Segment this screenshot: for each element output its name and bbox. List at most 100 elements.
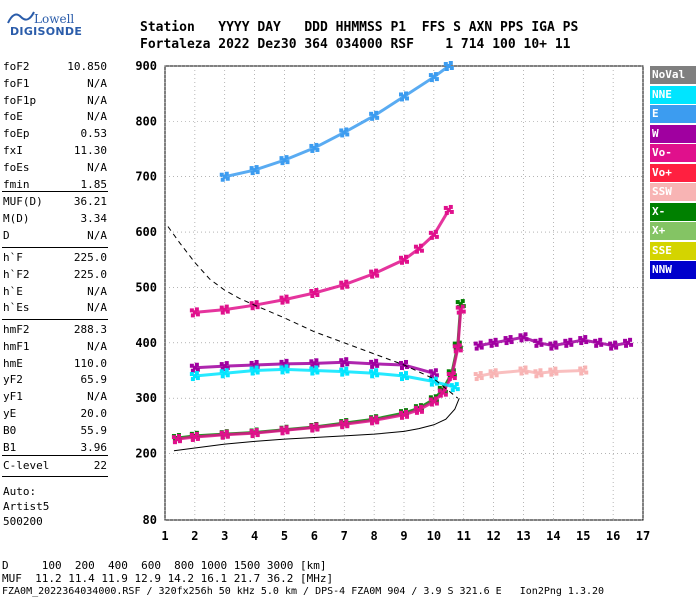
data-point bbox=[374, 268, 379, 273]
data-point bbox=[254, 428, 259, 433]
logo-digisonde-text: DIGISONDE bbox=[10, 25, 83, 38]
param-row-foes: foEs N/A bbox=[3, 161, 107, 177]
profile-dashed-line bbox=[167, 226, 459, 399]
data-point bbox=[504, 341, 509, 346]
data-point bbox=[583, 335, 588, 340]
data-point bbox=[375, 420, 380, 425]
param-name: foF1p bbox=[3, 93, 37, 107]
series-trace bbox=[224, 64, 450, 179]
data-point bbox=[310, 371, 315, 376]
data-point bbox=[375, 115, 380, 120]
data-point bbox=[344, 127, 349, 132]
data-point bbox=[171, 435, 176, 440]
data-point bbox=[375, 373, 380, 378]
data-point bbox=[314, 365, 319, 370]
data-point bbox=[315, 147, 320, 152]
param-row-clevel: C-level 22 bbox=[3, 459, 107, 475]
data-point bbox=[225, 309, 230, 314]
data-point bbox=[370, 364, 375, 369]
data-point bbox=[189, 363, 194, 368]
data-point bbox=[219, 430, 224, 435]
param-value: 11.30 bbox=[73, 144, 107, 157]
data-point bbox=[314, 358, 319, 363]
data-point bbox=[340, 363, 345, 368]
data-point bbox=[220, 310, 225, 315]
data-point bbox=[314, 142, 319, 147]
data-point bbox=[493, 368, 498, 373]
data-point bbox=[249, 366, 254, 371]
data-point bbox=[280, 300, 285, 305]
data-point bbox=[189, 308, 194, 313]
data-point bbox=[339, 358, 344, 363]
data-point bbox=[452, 341, 457, 346]
data-point bbox=[370, 274, 375, 279]
data-point bbox=[523, 332, 528, 337]
x-tick-label: 3 bbox=[221, 529, 228, 543]
data-point bbox=[315, 293, 320, 297]
data-point bbox=[345, 424, 350, 429]
param-name: foEs bbox=[3, 160, 30, 174]
data-point bbox=[399, 92, 403, 97]
data-point bbox=[428, 397, 433, 402]
legend-item-vo: Vo- bbox=[650, 144, 696, 162]
data-point bbox=[255, 370, 260, 375]
data-point bbox=[518, 366, 523, 371]
data-point bbox=[194, 371, 199, 376]
data-point bbox=[369, 359, 374, 364]
data-point bbox=[452, 344, 457, 349]
data-point bbox=[284, 155, 289, 160]
legend-item-x: X+ bbox=[650, 222, 696, 240]
data-point bbox=[473, 341, 478, 346]
data-point bbox=[489, 374, 494, 379]
data-point bbox=[474, 377, 479, 382]
data-point bbox=[434, 399, 439, 404]
data-point bbox=[285, 160, 290, 165]
data-point bbox=[219, 172, 224, 177]
data-point bbox=[374, 415, 379, 420]
param-name: B0 bbox=[3, 423, 17, 437]
data-point bbox=[370, 374, 375, 379]
data-point bbox=[310, 148, 315, 153]
y-tick-label: 300 bbox=[135, 391, 157, 405]
data-point bbox=[579, 341, 584, 346]
auto-line: Artist5 bbox=[3, 500, 50, 513]
data-point bbox=[414, 410, 419, 415]
data-point bbox=[523, 365, 528, 370]
data-point bbox=[446, 369, 451, 374]
data-point bbox=[448, 204, 453, 209]
data-point bbox=[340, 425, 345, 430]
data-point bbox=[456, 310, 461, 315]
data-point bbox=[609, 346, 614, 351]
y-tick-label: 700 bbox=[135, 170, 157, 184]
x-tick-label: 11 bbox=[457, 529, 471, 543]
param-separator bbox=[2, 476, 108, 477]
data-point bbox=[539, 373, 544, 378]
data-point bbox=[344, 419, 349, 424]
param-value: N/A bbox=[87, 339, 107, 353]
data-point bbox=[190, 313, 195, 318]
data-point bbox=[369, 111, 374, 116]
data-point bbox=[399, 255, 403, 260]
param-name: foE bbox=[3, 110, 23, 124]
data-point bbox=[190, 377, 195, 382]
data-point bbox=[433, 376, 438, 381]
data-point bbox=[404, 371, 408, 376]
data-point bbox=[400, 260, 404, 265]
data-point bbox=[284, 425, 289, 430]
data-point bbox=[457, 340, 462, 345]
data-point bbox=[443, 62, 448, 66]
param-name: hmE bbox=[3, 356, 23, 370]
data-point bbox=[250, 306, 255, 311]
data-point bbox=[548, 367, 553, 372]
x-tick-label: 7 bbox=[341, 529, 348, 543]
data-point bbox=[195, 376, 200, 381]
param-name: foF2 bbox=[3, 60, 30, 73]
data-point bbox=[400, 365, 404, 370]
auto-line: Auto: bbox=[3, 485, 37, 498]
param-row-he: h`E N/A bbox=[3, 285, 107, 301]
data-point bbox=[400, 377, 404, 382]
data-point bbox=[249, 429, 254, 434]
data-point bbox=[194, 362, 199, 367]
data-point bbox=[194, 307, 199, 312]
data-point bbox=[488, 338, 493, 343]
